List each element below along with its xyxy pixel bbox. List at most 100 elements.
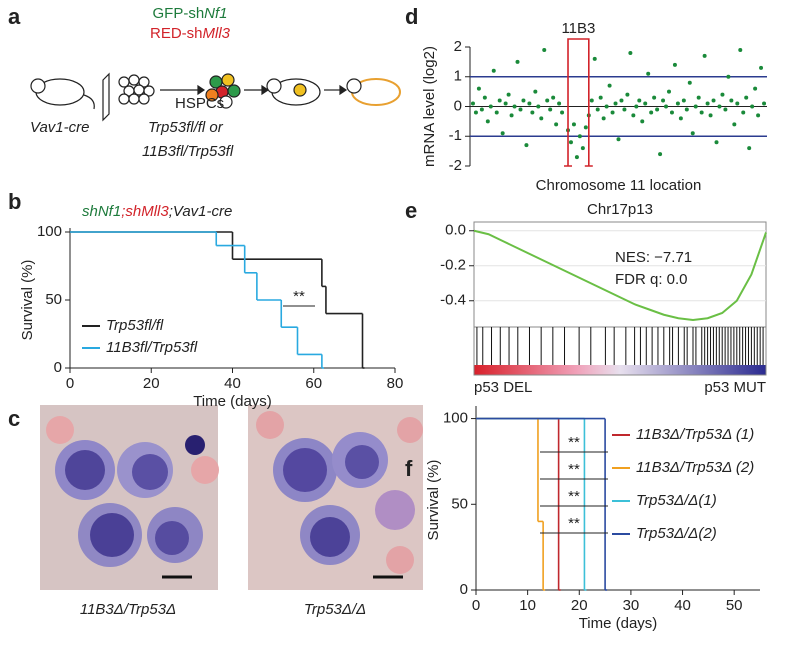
annotation: NES: −7.71: [615, 249, 692, 266]
title-part: ;shMll3: [121, 203, 169, 220]
panel-label: f: [405, 456, 413, 481]
y-tick-label: -2: [449, 157, 462, 174]
point: [711, 98, 716, 103]
point: [560, 110, 565, 115]
y-tick-label: 0: [54, 359, 62, 376]
point: [551, 95, 556, 100]
point: [622, 107, 627, 112]
point: [655, 107, 660, 112]
point: [607, 83, 612, 88]
x-tick-label: 40: [224, 375, 241, 392]
point: [509, 113, 514, 118]
y-axis-label: mRNA level (log2): [421, 46, 438, 167]
point: [652, 95, 657, 100]
point: [744, 95, 749, 100]
point: [521, 98, 526, 103]
y-tick-label: 50: [45, 291, 62, 308]
y-tick-label: 100: [443, 410, 468, 427]
region-bracket: [564, 38, 593, 167]
vector-label: RED-shMll3: [150, 25, 231, 42]
y-tick-label: 0: [460, 581, 468, 598]
point: [557, 101, 562, 106]
point: [681, 98, 686, 103]
x-tick-label: 10: [519, 597, 536, 614]
x-axis-label: Time (days): [579, 615, 658, 632]
genotype: 11B3fl/Trp53fl: [142, 143, 234, 160]
point: [488, 104, 493, 109]
point: [592, 56, 597, 61]
point: [616, 137, 621, 142]
legend-label: Trp53Δ/Δ(1): [636, 492, 717, 509]
point: [759, 65, 764, 70]
x-tick-label: 0: [66, 375, 74, 392]
annotation: **: [293, 288, 305, 305]
point: [750, 104, 755, 109]
point: [690, 131, 695, 136]
point: [643, 101, 648, 106]
point: [482, 95, 487, 100]
vector-label: GFP-shNf1: [152, 5, 227, 22]
y-tick-label: 0: [454, 97, 462, 114]
end-label: p53 DEL: [474, 379, 532, 396]
point: [577, 134, 582, 139]
point: [628, 50, 633, 55]
point: [613, 101, 618, 106]
point: [568, 140, 573, 145]
annotation: **: [568, 434, 580, 451]
point: [675, 101, 680, 106]
y-axis-label: Survival (%): [425, 460, 442, 541]
point: [545, 98, 550, 103]
x-axis-label: Chromosome 11 location: [536, 177, 702, 194]
panel-label: a: [8, 4, 21, 29]
x-tick-label: 0: [472, 597, 480, 614]
point: [574, 155, 579, 160]
point: [723, 107, 728, 112]
annotation: **: [568, 461, 580, 478]
point: [741, 110, 746, 115]
panel-label: c: [8, 406, 20, 431]
point: [756, 113, 761, 118]
enrichment-curve: [473, 229, 767, 322]
point: [527, 101, 532, 106]
point: [631, 113, 636, 118]
x-axis-label: Time (days): [193, 393, 272, 410]
point: [524, 143, 529, 148]
point: [672, 62, 677, 67]
genotype: Trp53fl/fl or: [148, 119, 224, 136]
point: [687, 80, 692, 85]
annotation: **: [568, 488, 580, 505]
cells: HSPCs: [175, 95, 224, 112]
x-tick-label: 60: [305, 375, 322, 392]
point: [640, 119, 645, 124]
region-label: 11B3: [561, 20, 595, 37]
legend-label: Trp53Δ/Δ(2): [636, 525, 717, 542]
point: [693, 104, 698, 109]
title-part: shNf1: [82, 203, 121, 220]
point: [619, 98, 624, 103]
point: [610, 110, 615, 115]
point: [696, 95, 701, 100]
chart-title: Chr17p13: [587, 201, 653, 218]
point: [649, 110, 654, 115]
chart-title: shNf1;shMll3;Vav1-cre: [82, 203, 232, 220]
point: [518, 107, 523, 112]
y-tick-label: -0.2: [440, 257, 466, 274]
point: [646, 71, 651, 76]
x-tick-label: 40: [674, 597, 691, 614]
point: [684, 107, 689, 112]
point: [548, 107, 553, 112]
point: [536, 104, 541, 109]
gene: Mll3: [203, 25, 231, 42]
y-tick-label: 50: [451, 495, 468, 512]
annotation: FDR q: 0.0: [615, 271, 688, 288]
point: [666, 89, 671, 94]
point: [533, 89, 538, 94]
point: [601, 116, 606, 121]
point: [506, 92, 511, 97]
legend-label: 11B3fl/Trp53fl: [106, 339, 198, 356]
point: [476, 86, 481, 91]
annotation: **: [568, 515, 580, 532]
legend-label: Trp53fl/fl: [106, 317, 164, 334]
point: [664, 104, 669, 109]
